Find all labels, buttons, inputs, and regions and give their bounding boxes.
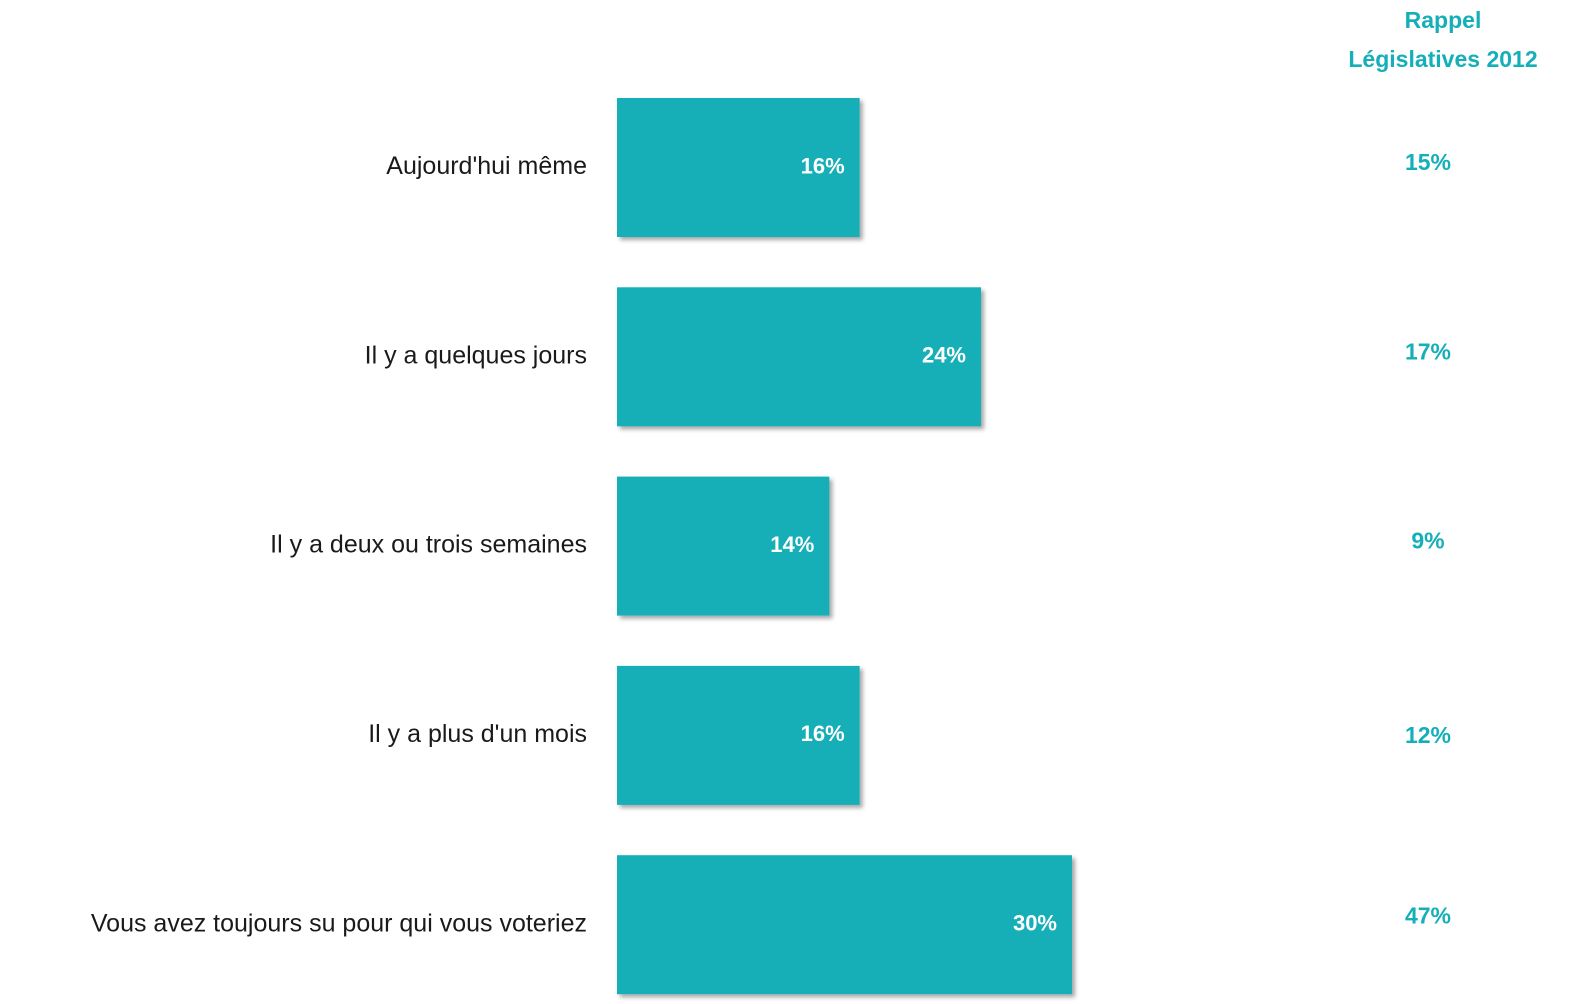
category-label-4: Il y a plus d'un mois (368, 720, 587, 748)
reference-header-line1: Rappel (1405, 7, 1482, 33)
category-label-3: Il y a deux ou trois semaines (270, 531, 587, 559)
reference-values-group: 15% 17% 9% 12% 47% (1405, 149, 1451, 928)
reference-value-3: 9% (1411, 528, 1444, 554)
bar-3 (617, 476, 830, 616)
reference-value-4: 12% (1405, 722, 1451, 748)
bar-5 (617, 855, 1072, 995)
reference-value-2: 17% (1405, 338, 1451, 364)
category-label-1: Aujourd'hui même (386, 152, 587, 180)
bar-value-label-2: 24% (922, 343, 966, 368)
reference-value-1: 15% (1405, 149, 1451, 175)
category-label-2: Il y a quelques jours (365, 341, 587, 369)
bar-value-label-4: 16% (801, 721, 845, 746)
reference-value-5: 47% (1405, 902, 1451, 928)
reference-header-line2: Législatives 2012 (1348, 46, 1537, 72)
bar-value-label-1: 16% (801, 153, 845, 178)
bar-2 (617, 287, 981, 427)
bar-value-label-5: 30% (1013, 911, 1057, 936)
category-labels-group: Aujourd'hui même Il y a quelques jours Il … (91, 152, 587, 937)
bar-1 (617, 98, 860, 237)
bars-group (617, 98, 1072, 995)
bar-value-label-3: 14% (770, 532, 814, 557)
bar-4 (617, 665, 860, 805)
value-labels-group: 16% 24% 14% 16% 30% (770, 153, 1057, 935)
category-label-5: Vous avez toujours su pour qui vous vote… (91, 909, 587, 937)
